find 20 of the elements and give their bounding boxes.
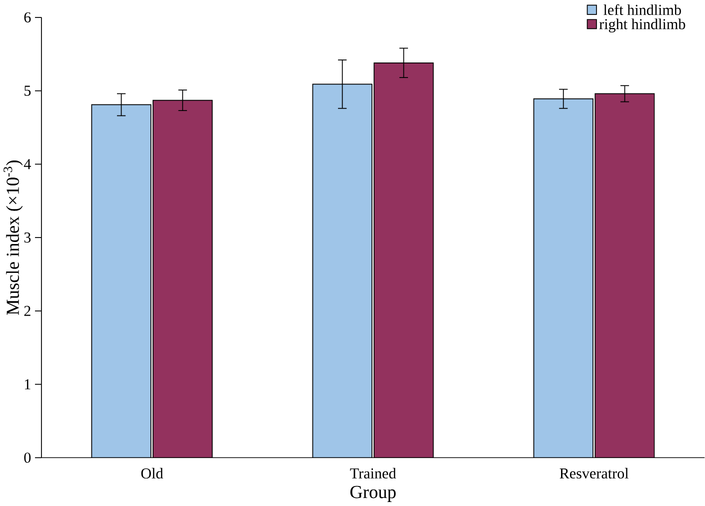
y-tick-label: 5 <box>24 86 31 96</box>
y-tick-label: 4 <box>24 159 31 170</box>
x-tick-label: Trained <box>350 468 396 479</box>
bar <box>312 84 372 458</box>
bar <box>594 94 655 458</box>
y-tick-label: 2 <box>24 306 30 316</box>
x-tick-label: Resveratrol <box>560 468 628 479</box>
bar <box>533 98 594 458</box>
y-tick-label: 0 <box>24 452 31 463</box>
x-tick-label: Old <box>141 468 164 479</box>
y-tick-label: 6 <box>24 12 31 23</box>
bar <box>374 63 434 458</box>
y-axis-title: Muscle index (×10$^{-3}$) <box>4 160 23 316</box>
legend-label: left hindlimb <box>604 4 681 16</box>
x-axis-title: Group <box>350 486 396 502</box>
bar <box>153 100 212 458</box>
legend-label: right hindlimb <box>599 18 686 33</box>
y-tick-label: 3 <box>24 232 31 243</box>
y-tick-label: 1 <box>24 380 30 390</box>
bar <box>92 104 151 458</box>
